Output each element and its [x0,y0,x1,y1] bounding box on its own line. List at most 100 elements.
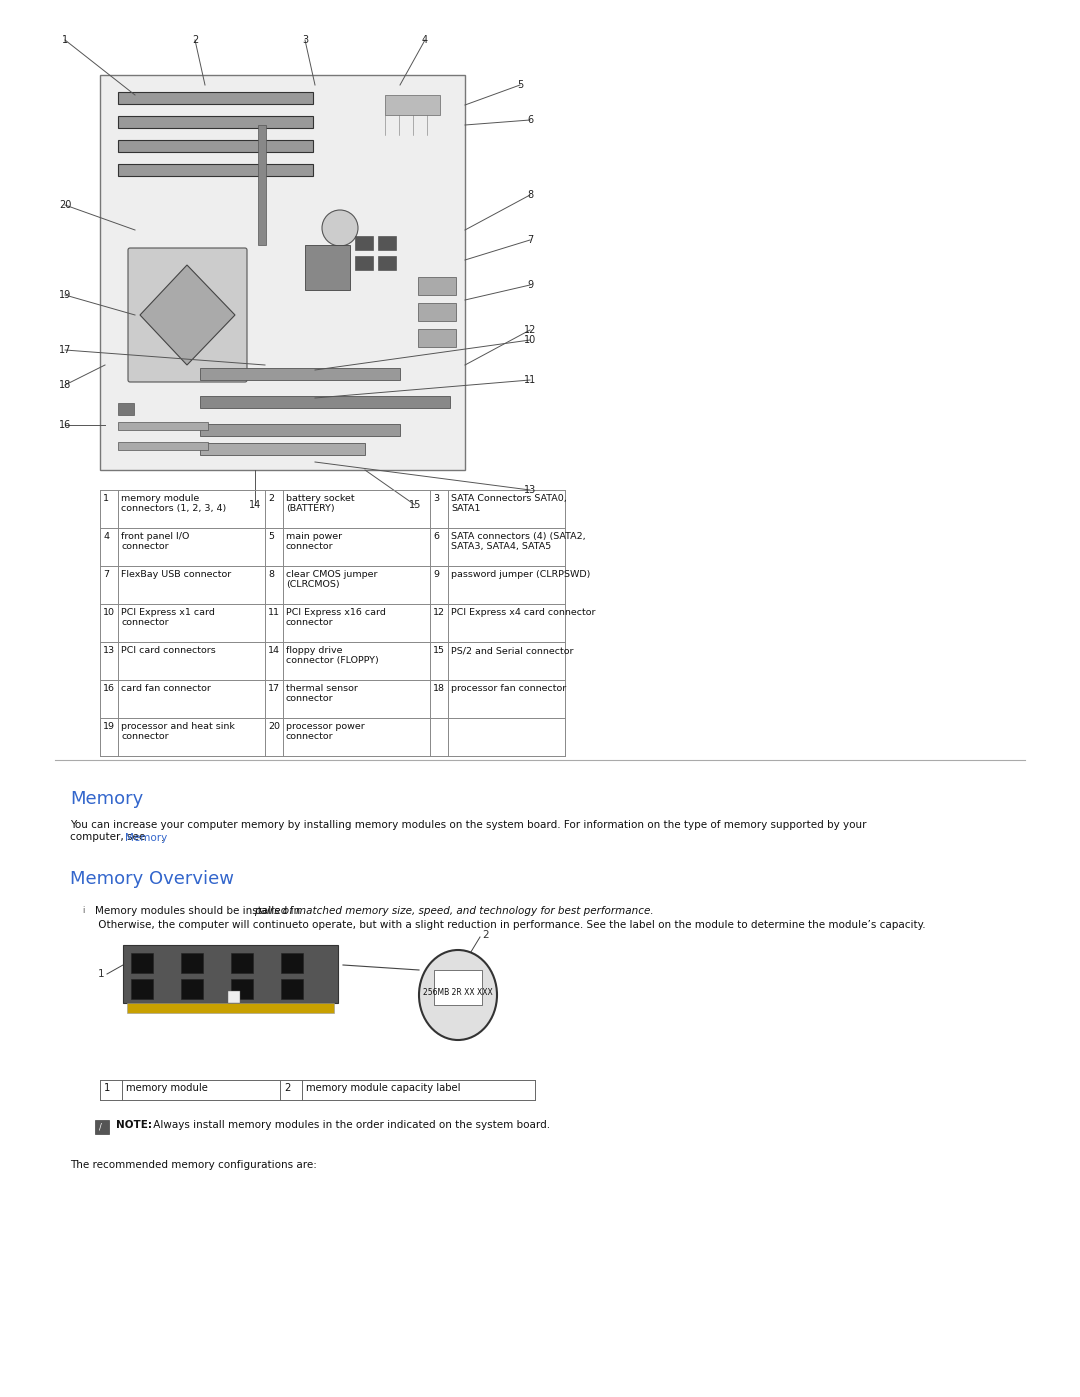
Text: NOTE:: NOTE: [116,1120,152,1130]
Bar [181,953,203,972]
Text: 5: 5 [268,532,274,541]
Bar [118,441,208,450]
Text: .: . [161,833,164,842]
Text: 15: 15 [409,500,421,510]
Bar [258,124,266,244]
Bar [118,92,313,103]
Text: FlexBay USB connector: FlexBay USB connector [121,570,231,578]
Text: 16: 16 [59,420,71,430]
Text: clear CMOS jumper
(CLRCMOS): clear CMOS jumper (CLRCMOS) [286,570,378,590]
Ellipse shape [419,950,497,1039]
Text: 9: 9 [433,570,438,578]
Bar [181,979,203,999]
Text: 9: 9 [527,279,534,291]
Text: 17: 17 [58,345,71,355]
Bar [131,979,153,999]
Text: front panel I/O
connector: front panel I/O connector [121,532,189,552]
FancyBboxPatch shape [129,249,247,381]
Bar [200,443,365,455]
Text: 20: 20 [268,722,280,731]
Text: 19: 19 [103,722,114,731]
Text: 14: 14 [268,645,280,655]
Bar [118,140,313,152]
Text: memory module capacity label: memory module capacity label [306,1083,460,1092]
Text: 4: 4 [103,532,109,541]
Text: 10: 10 [103,608,114,617]
Text: 8: 8 [268,570,274,578]
Text: 1: 1 [97,970,105,979]
Text: Memory modules should be installed in: Memory modules should be installed in [95,907,303,916]
Text: PCI Express x1 card
connector: PCI Express x1 card connector [121,608,215,627]
Text: 20: 20 [58,200,71,210]
Bar [418,277,456,295]
Text: SATA connectors (4) (SATA2,
SATA3, SATA4, SATA5: SATA connectors (4) (SATA2, SATA3, SATA4… [451,532,585,552]
Text: 8: 8 [527,190,534,200]
Bar [281,979,303,999]
Bar [200,395,450,408]
Text: 3: 3 [302,35,308,45]
Text: Memory Overview: Memory Overview [70,870,234,888]
Text: 18: 18 [433,685,445,693]
Bar [118,402,134,415]
Text: 6: 6 [527,115,534,124]
Text: i: i [82,907,84,915]
Text: 17: 17 [268,685,280,693]
Text: 7: 7 [527,235,534,244]
Bar [378,236,396,250]
Polygon shape [140,265,235,365]
Text: PCI Express x16 card
connector: PCI Express x16 card connector [286,608,386,627]
Text: 1: 1 [62,35,68,45]
Bar [378,256,396,270]
Text: 2: 2 [268,495,274,503]
Circle shape [322,210,357,246]
Text: 1: 1 [104,1083,110,1092]
Text: memory module: memory module [126,1083,207,1092]
Bar [200,367,400,380]
Bar [305,244,350,291]
Text: processor power
connector: processor power connector [286,722,365,742]
Text: 1: 1 [103,495,109,503]
Bar [228,990,240,1003]
Text: 2: 2 [483,930,489,940]
Bar [131,953,153,972]
Text: 4: 4 [422,35,428,45]
Bar [281,953,303,972]
Bar [118,163,313,176]
Text: Memory: Memory [70,789,144,807]
Text: 6: 6 [433,532,438,541]
Text: The recommended memory configurations are:: The recommended memory configurations ar… [70,1160,316,1171]
Bar [123,944,338,1003]
Bar [434,970,482,1004]
Bar [127,1003,334,1013]
Text: 18: 18 [59,380,71,390]
Bar [200,425,400,436]
Text: 7: 7 [103,570,109,578]
Text: 12: 12 [433,608,445,617]
Text: thermal sensor
connector: thermal sensor connector [286,685,357,704]
Bar [384,95,440,115]
Bar [231,953,253,972]
Bar [118,116,313,129]
Text: 14: 14 [248,500,261,510]
Text: /: / [98,1123,102,1132]
Bar [418,330,456,346]
Text: Always install memory modules in the order indicated on the system board.: Always install memory modules in the ord… [150,1120,550,1130]
Text: battery socket
(BATTERY): battery socket (BATTERY) [286,495,354,514]
Bar [100,75,465,469]
Text: 12: 12 [524,326,536,335]
Text: 11: 11 [268,608,280,617]
Text: 256MB 2R XX XXX: 256MB 2R XX XXX [423,988,492,997]
Text: 2: 2 [284,1083,291,1092]
Bar [355,256,373,270]
Bar [231,979,253,999]
Text: SATA Connectors SATA0,
SATA1: SATA Connectors SATA0, SATA1 [451,495,567,514]
Bar [118,422,208,430]
Text: floppy drive
connector (FLOPPY): floppy drive connector (FLOPPY) [286,645,379,665]
Text: 3: 3 [433,495,440,503]
Text: 10: 10 [524,335,536,345]
Text: Otherwise, the computer will continueto operate, but with a slight reduction in : Otherwise, the computer will continueto … [95,921,926,930]
Text: pairs of matched memory size, speed, and technology for best performance.: pairs of matched memory size, speed, and… [254,907,653,916]
Text: PCI card connectors: PCI card connectors [121,645,216,655]
Bar [95,1120,109,1134]
Text: 19: 19 [59,291,71,300]
